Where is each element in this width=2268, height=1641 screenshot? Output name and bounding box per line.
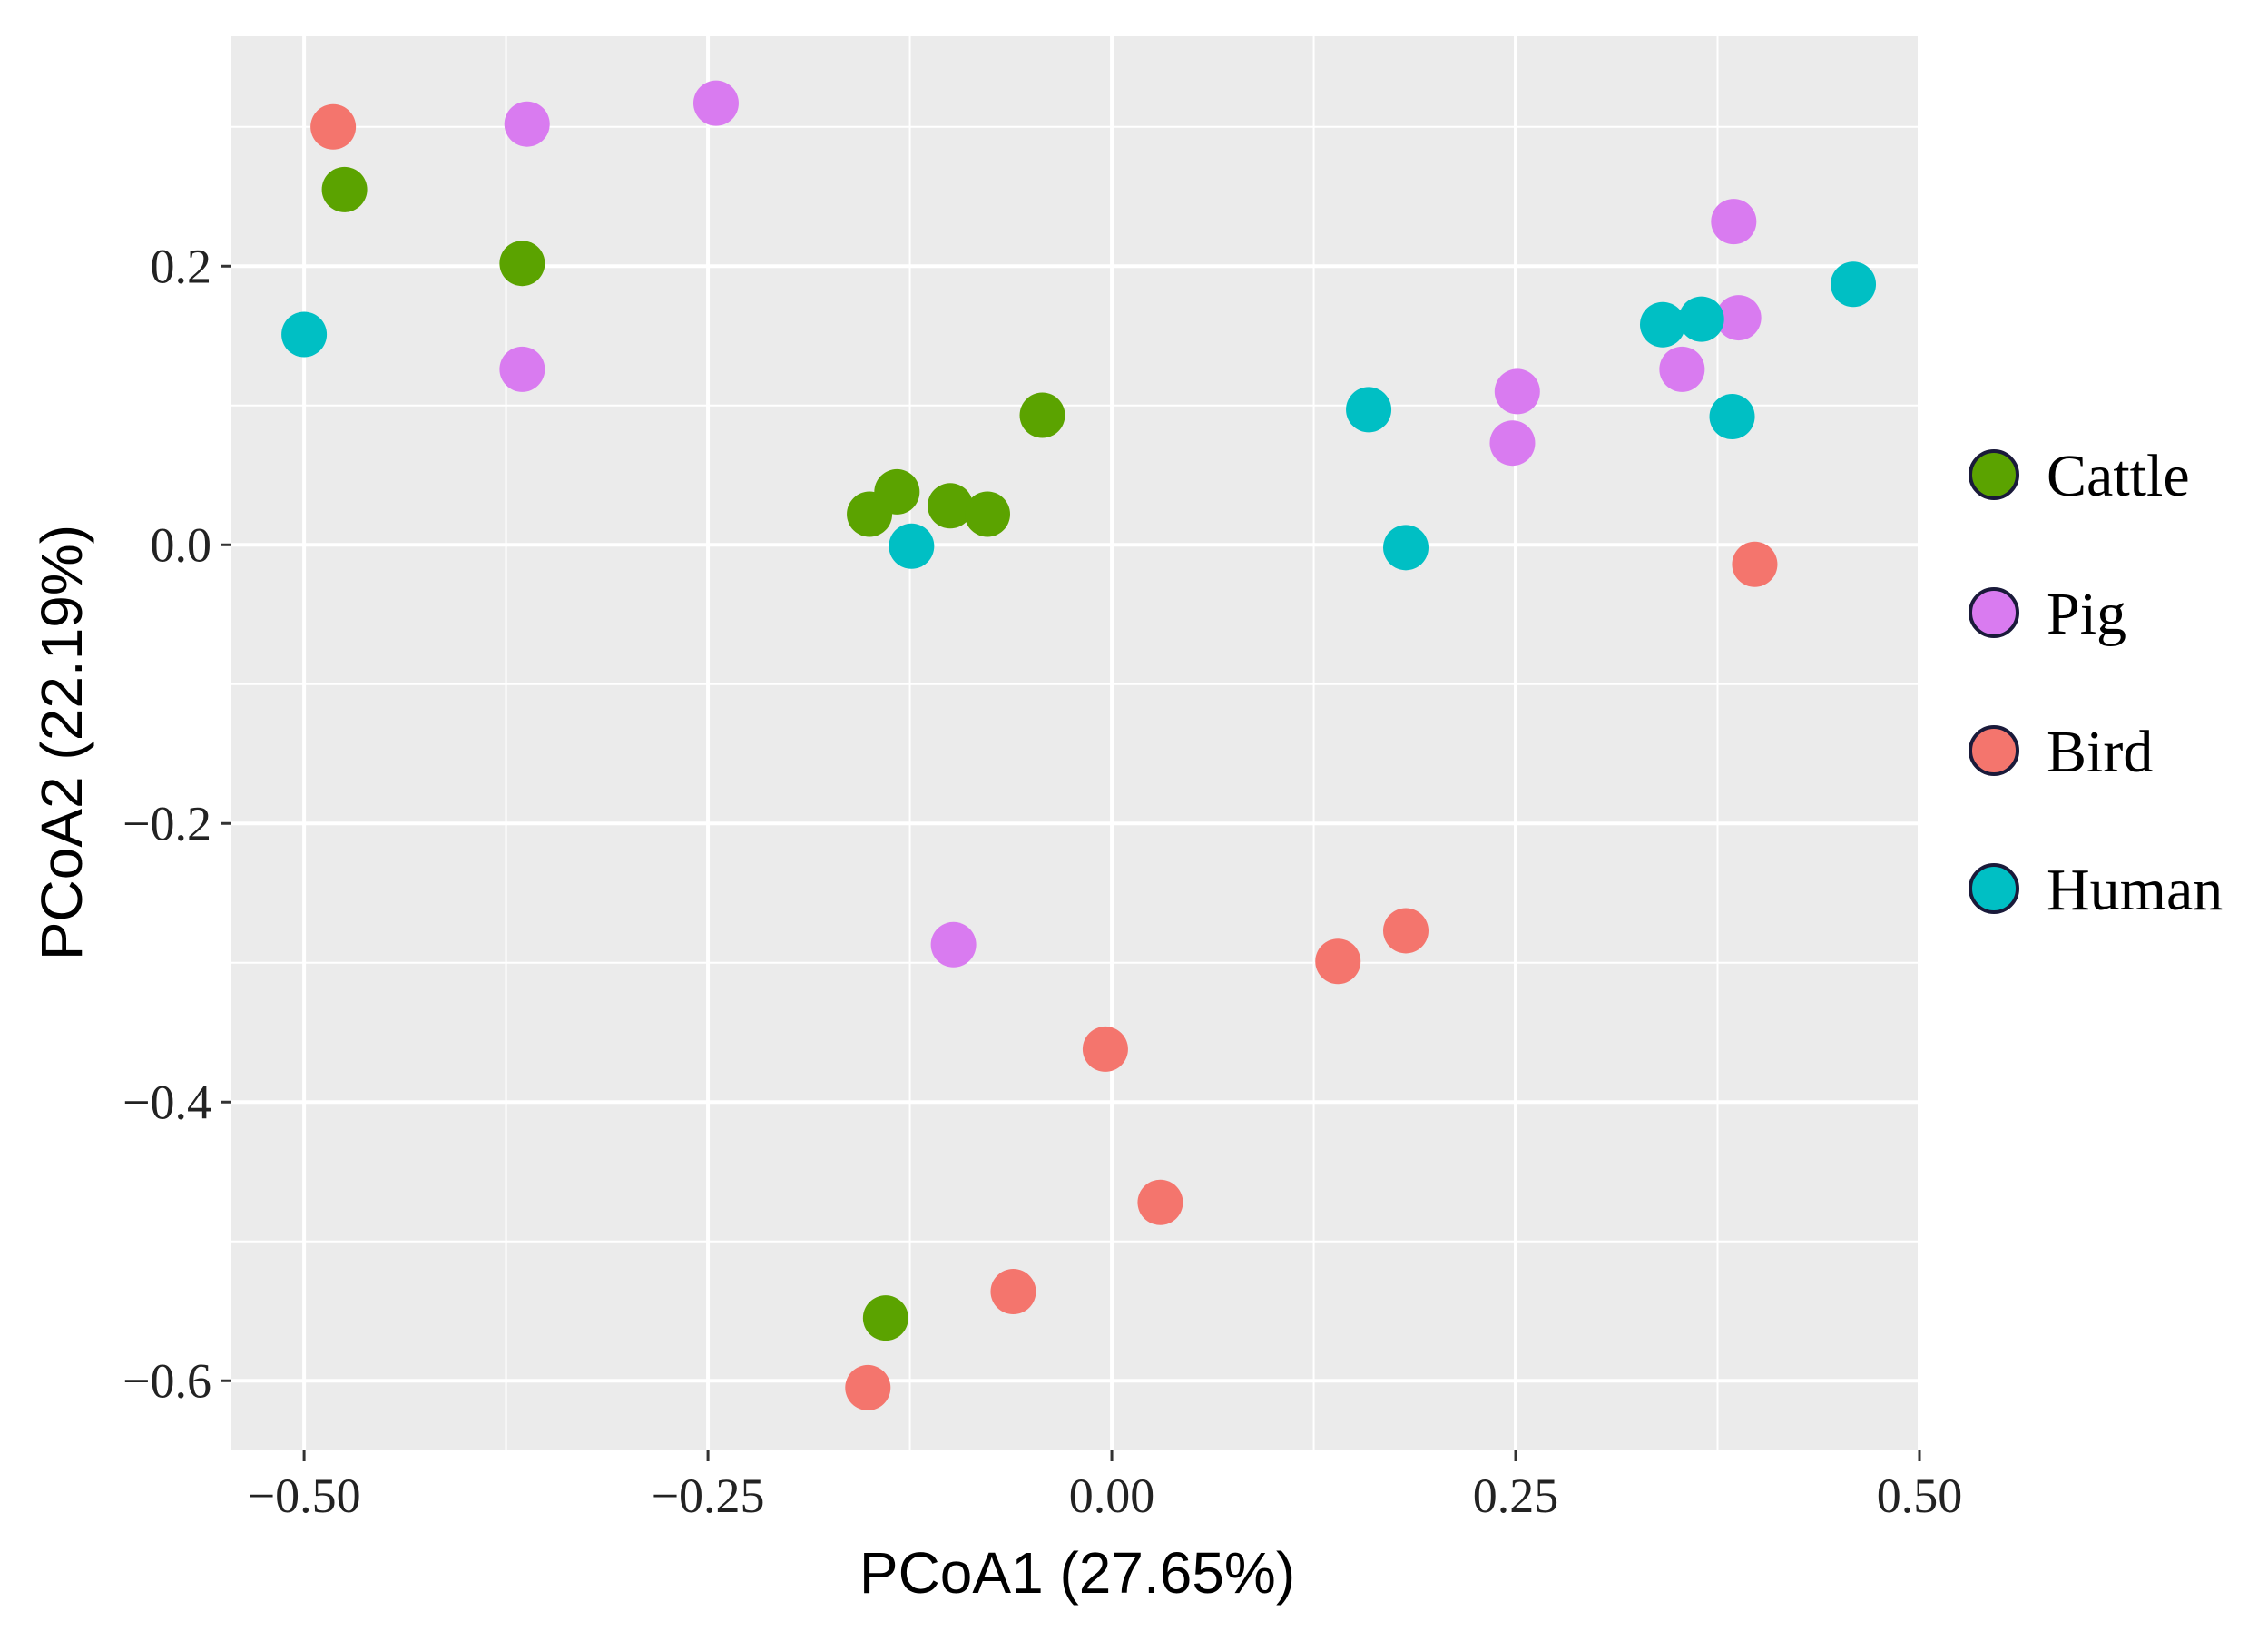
point-pig [1489, 420, 1536, 467]
point-human [1639, 301, 1685, 348]
point-cattle [928, 483, 974, 529]
x-tick-label: −0.25 [652, 1469, 765, 1523]
x-tick-label: 0.25 [1473, 1469, 1559, 1523]
y-tick-label: −0.2 [123, 796, 211, 850]
legend-label-human: Human [2047, 857, 2223, 923]
point-pig [1711, 199, 1757, 245]
point-bird [1137, 1179, 1183, 1225]
y-tick-label: 0.2 [151, 239, 212, 293]
point-pig [1659, 346, 1705, 392]
point-pig [1715, 295, 1762, 341]
point-cattle [1019, 392, 1065, 438]
point-cattle [874, 468, 920, 515]
point-human [1346, 387, 1392, 433]
y-axis-ticks: −0.6 −0.4 −0.2 0.0 0.2 [123, 239, 231, 1408]
plot-panel-background [231, 36, 1919, 1450]
legend-label-bird: Bird [2047, 719, 2153, 785]
point-human [281, 311, 328, 358]
data-points [281, 80, 1877, 1410]
point-pig [692, 80, 739, 126]
x-axis-ticks: −0.50 −0.25 0.00 0.25 0.50 [248, 1450, 1963, 1523]
point-human [1382, 525, 1429, 571]
legend: Cattle Pig Bird Human [1969, 443, 2223, 923]
point-cattle [862, 1295, 908, 1341]
point-pig [499, 346, 545, 392]
legend-key-bird [1969, 725, 2019, 776]
point-bird [1382, 908, 1429, 954]
x-axis-title: PCoA1 (27.65%) [859, 1540, 1295, 1606]
x-tick-label: −0.50 [248, 1469, 361, 1523]
point-bird [310, 103, 357, 150]
y-axis-title: PCoA2 (22.19%) [29, 525, 94, 960]
x-tick-label: 0.00 [1069, 1469, 1155, 1523]
point-pig [930, 921, 977, 968]
y-tick-label: −0.4 [123, 1075, 211, 1129]
legend-key-cattle [1969, 449, 2019, 500]
legend-label-cattle: Cattle [2047, 443, 2190, 509]
point-pig [1494, 368, 1540, 415]
point-pig [504, 101, 550, 147]
point-bird [1732, 541, 1778, 587]
y-tick-label: 0.0 [151, 517, 212, 572]
grid-minor-lines [231, 36, 1919, 1450]
point-bird [1315, 938, 1361, 985]
legend-key-pig [1969, 587, 2019, 638]
y-tick-label: −0.6 [123, 1353, 211, 1408]
point-cattle [321, 166, 368, 212]
legend-label-pig: Pig [2047, 581, 2126, 647]
point-human [1709, 394, 1755, 440]
point-human [1831, 261, 1877, 308]
point-cattle [499, 241, 545, 287]
point-human [889, 523, 935, 569]
legend-key-human [1969, 863, 2019, 914]
point-bird [990, 1269, 1036, 1315]
x-tick-label: 0.50 [1877, 1469, 1963, 1523]
point-bird [1082, 1026, 1128, 1072]
point-bird [845, 1364, 891, 1410]
point-cattle [964, 491, 1010, 537]
point-human [1678, 296, 1724, 342]
